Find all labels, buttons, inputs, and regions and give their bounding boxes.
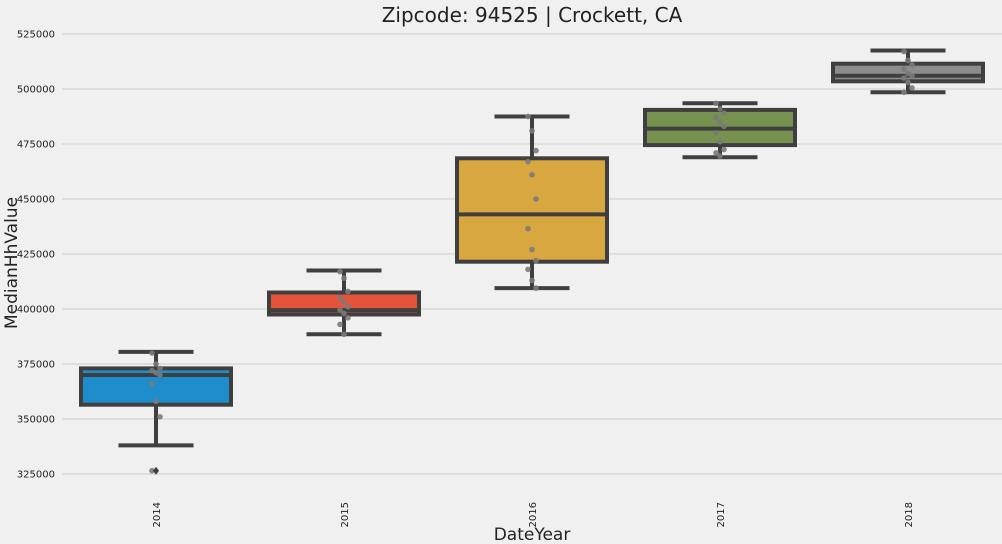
x-tick-label: 2015 bbox=[340, 502, 351, 527]
data-point bbox=[533, 147, 539, 154]
data-point bbox=[901, 48, 907, 55]
data-point bbox=[529, 277, 535, 284]
data-point bbox=[529, 172, 535, 178]
data-point bbox=[721, 146, 727, 153]
box-2015 bbox=[267, 268, 421, 338]
data-point bbox=[901, 66, 907, 72]
data-point bbox=[909, 85, 915, 91]
data-point bbox=[345, 315, 351, 321]
data-point bbox=[529, 128, 535, 134]
data-point bbox=[157, 365, 163, 372]
outlier-marker bbox=[153, 466, 159, 475]
data-point bbox=[533, 196, 539, 202]
data-point bbox=[337, 295, 343, 301]
data-point bbox=[529, 246, 535, 253]
x-tick-label: 2017 bbox=[716, 502, 727, 527]
y-tick-label: 425000 bbox=[17, 250, 55, 261]
data-point bbox=[717, 119, 723, 125]
y-tick-label: 525000 bbox=[17, 30, 55, 41]
box-2017 bbox=[643, 100, 797, 160]
data-point bbox=[345, 288, 351, 295]
x-tick-label: 2014 bbox=[152, 502, 163, 527]
data-point bbox=[153, 398, 159, 405]
data-point bbox=[713, 100, 719, 107]
data-point bbox=[721, 123, 727, 130]
x-tick-label: 2016 bbox=[528, 502, 539, 527]
data-point bbox=[525, 113, 531, 120]
chart-title: Zipcode: 94525 | Crockett, CA bbox=[382, 3, 683, 27]
data-point bbox=[905, 79, 911, 86]
data-point bbox=[713, 150, 719, 156]
x-axis-label: DateYear bbox=[494, 525, 571, 544]
y-tick-label: 325000 bbox=[17, 470, 55, 481]
y-tick-label: 375000 bbox=[17, 360, 55, 371]
data-point bbox=[341, 310, 347, 317]
data-point bbox=[713, 130, 719, 136]
y-tick-label: 500000 bbox=[17, 85, 55, 96]
y-tick-label: 450000 bbox=[17, 195, 55, 206]
data-point bbox=[905, 57, 911, 64]
data-point bbox=[157, 372, 163, 378]
y-tick-label: 475000 bbox=[17, 140, 55, 151]
y-tick-label: 400000 bbox=[17, 305, 55, 316]
data-point bbox=[533, 285, 539, 291]
data-point bbox=[525, 225, 531, 232]
box-2016 bbox=[455, 113, 609, 291]
data-point bbox=[149, 467, 155, 474]
box-2018 bbox=[831, 48, 985, 96]
data-point bbox=[901, 89, 907, 96]
data-point bbox=[717, 153, 723, 159]
data-point bbox=[337, 321, 343, 328]
data-point bbox=[153, 361, 159, 367]
data-point bbox=[149, 350, 155, 356]
data-point bbox=[721, 110, 727, 116]
data-point bbox=[157, 414, 163, 420]
data-point bbox=[337, 307, 343, 313]
y-tick-labels: 325000 350000 375000 400000 425000 450000 4750… bbox=[17, 30, 55, 481]
data-point bbox=[713, 114, 719, 121]
box-2014 bbox=[79, 349, 233, 475]
x-tick-labels: 2014 2015 2016 2017 2018 bbox=[152, 502, 915, 527]
data-point bbox=[341, 331, 347, 338]
data-point bbox=[909, 73, 915, 79]
data-point bbox=[909, 62, 915, 68]
data-point bbox=[525, 266, 531, 273]
y-tick-label: 350000 bbox=[17, 415, 55, 426]
x-tick-label: 2018 bbox=[904, 502, 915, 527]
data-point bbox=[901, 75, 907, 81]
data-point bbox=[337, 268, 343, 275]
y-axis-label: MedianHhValue bbox=[2, 197, 22, 329]
data-point bbox=[533, 257, 539, 264]
data-point bbox=[525, 158, 531, 165]
data-point bbox=[341, 299, 347, 306]
data-point bbox=[345, 304, 351, 310]
box-series bbox=[79, 48, 985, 475]
data-point bbox=[717, 139, 723, 145]
data-point bbox=[717, 106, 723, 112]
data-point bbox=[149, 381, 155, 387]
data-point bbox=[341, 275, 347, 282]
